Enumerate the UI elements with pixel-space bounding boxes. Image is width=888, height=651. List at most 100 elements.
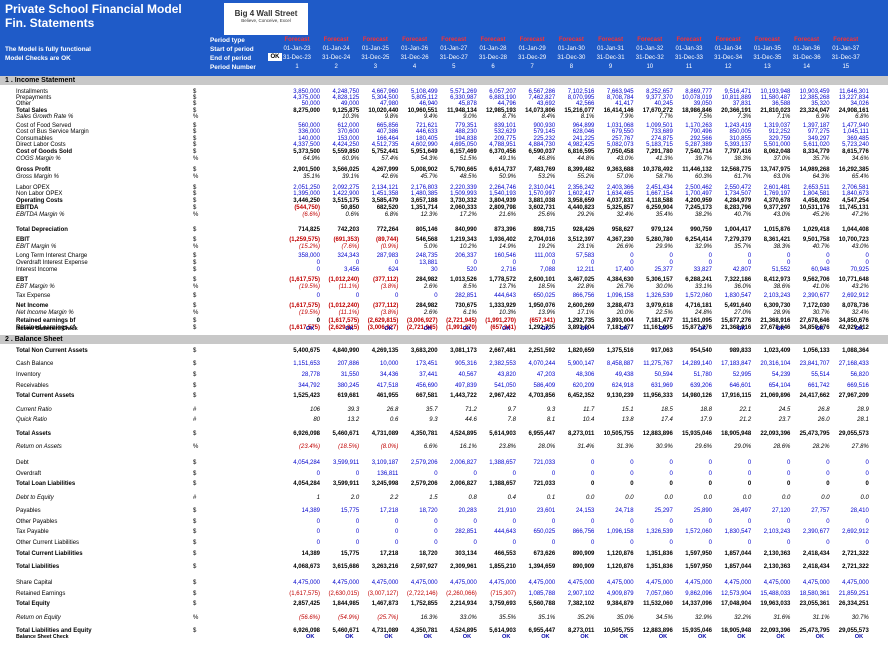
income-cell: 2,060,333	[450, 205, 477, 211]
income-row-label: Overdraft Interest Expense	[16, 260, 88, 266]
balance-cell: 33.0%	[459, 615, 477, 621]
balance-cell: 0.0	[703, 495, 712, 501]
balance-row-label: Debt to Equity	[16, 495, 54, 501]
balance-cell: 17.4	[661, 417, 673, 423]
balance-cell: 17,218	[380, 508, 399, 514]
balance-cell: 0	[669, 519, 673, 525]
income-cell: 3,602,731	[528, 205, 556, 211]
period-type-cell: Forecast	[323, 37, 349, 43]
income-cell: 2,051,250	[293, 185, 320, 191]
status-checks: Model Checks are OK	[5, 55, 71, 62]
balance-cell: 25,297	[654, 508, 673, 514]
income-cell: 0	[708, 260, 712, 266]
balance-cell: 0	[434, 471, 438, 477]
period-number-cell: 11	[685, 64, 693, 70]
income-cell: 444,643	[494, 293, 516, 299]
balance-cell: 28.6%	[773, 444, 791, 450]
income-cell: 40,245	[654, 101, 673, 107]
balance-cell: 22,093,396	[760, 628, 791, 634]
balance-cell: 80	[313, 417, 320, 423]
income-cell: 7,462,827	[528, 95, 556, 101]
income-row-label: EBITDA	[16, 205, 39, 211]
income-cell: 721,621	[415, 123, 438, 129]
income-cell: 18.5%	[538, 284, 556, 290]
balance-cell: 0	[787, 481, 791, 487]
income-cell: 488,230	[455, 129, 477, 135]
balance-cell: 2,579,206	[410, 481, 438, 487]
income-cell: 6.8%	[384, 212, 399, 218]
period-end-cell: 31-Dec-35	[753, 55, 782, 61]
balance-cell: 0	[316, 519, 320, 525]
income-cell: 324,343	[337, 253, 360, 259]
balance-cell: 1,394,659	[528, 564, 556, 570]
income-cell: 3,585,479	[371, 198, 399, 204]
income-cell: 41,417	[615, 101, 634, 107]
balance-row-label: Inventory	[16, 372, 41, 378]
income-cell: 34,850,676	[838, 318, 869, 324]
balance-cell: 27,967,209	[838, 393, 869, 399]
income-row-label: Long Term Interest Charge	[16, 253, 88, 259]
income-cell: 3,958,659	[567, 198, 595, 204]
income-cell: 11,446,132	[682, 167, 712, 173]
income-cell: 39.1%	[342, 174, 360, 180]
income-cell: 17.2%	[459, 212, 477, 218]
income-cell: 2,600,101	[528, 277, 556, 283]
income-cell: 977,275	[807, 129, 830, 135]
balance-cell: 35.0%	[616, 615, 634, 621]
income-cell: 1,778,572	[489, 277, 516, 283]
income-cell: 8,399,482	[567, 167, 595, 173]
income-cell: 1,045,111	[842, 129, 869, 135]
income-cell: 665,856	[376, 123, 399, 129]
income-cell: 39,050	[693, 101, 712, 107]
balance-cell: 2,130,363	[763, 564, 791, 570]
income-cell: 4,424,250	[332, 142, 360, 148]
income-cell: 42,929,412	[838, 325, 869, 331]
income-cell: 7,291,780	[646, 149, 673, 155]
income-row: Interest Income $0 3,456 624 30 520 2,716 7,088…	[0, 266, 888, 274]
balance-cell: 31,550	[340, 372, 360, 378]
income-cell: 407,386	[376, 129, 399, 135]
income-cell: 5,108,499	[410, 89, 438, 95]
income-cell: 964,899	[572, 123, 595, 129]
income-cell: (1,991,270)	[485, 318, 516, 324]
income-cell: 0	[316, 293, 320, 299]
balance-row-unit: $	[193, 529, 197, 535]
income-cell: 10.3%	[342, 114, 360, 120]
balance-cell: 0	[826, 519, 830, 525]
income-cell: 140,000	[298, 136, 320, 142]
balance-row-label: Debt	[16, 460, 29, 466]
income-row: Retained earnings bf $0 (1,617,575) (2,629,…	[0, 317, 888, 325]
balance-cell: 1,572,060	[685, 529, 712, 535]
income-row-label: EBT	[16, 277, 28, 283]
income-cell: 7,540,714	[685, 149, 712, 155]
income-row-unit: $	[193, 129, 197, 135]
income-cell: 282,851	[455, 293, 477, 299]
income-cell: 7,797,416	[724, 149, 752, 155]
income-cell: 0	[473, 260, 477, 266]
balance-cell: 3,599,911	[332, 460, 360, 466]
balance-cell: 646,601	[729, 383, 752, 389]
balance-cell: 2,418,434	[802, 551, 830, 557]
income-cell: 12,211	[576, 267, 595, 273]
balance-row-unit: $	[193, 481, 197, 487]
balance-row: Total Non Current Assets $5,400,675 4,840,…	[0, 347, 888, 355]
balance-cell: 0	[787, 540, 791, 546]
balance-cell: 444,643	[494, 529, 516, 535]
income-cell: 54.3%	[420, 156, 438, 162]
income-cell: 7.9%	[619, 114, 634, 120]
balance-cell: 18,720	[419, 508, 438, 514]
income-cell: 8,078,736	[842, 303, 869, 309]
balance-cell: 2,390,677	[802, 529, 830, 535]
balance-cell: 0	[669, 481, 673, 487]
income-cell: 2,264,746	[489, 185, 516, 191]
income-row-label: Gross Margin %	[16, 174, 60, 180]
balance-cell: 25,473,795	[799, 431, 830, 437]
balance-cell: 27,757	[811, 508, 830, 514]
income-cell: 241,225	[572, 136, 595, 142]
income-row-unit: %	[193, 174, 199, 180]
income-cell: 38.3%	[773, 244, 791, 250]
balance-cell: 17.9	[700, 417, 712, 423]
income-cell: 10,020,440	[368, 108, 399, 114]
income-row-label: Direct Labor Costs	[16, 142, 66, 148]
income-cell: 60.9%	[342, 156, 360, 162]
